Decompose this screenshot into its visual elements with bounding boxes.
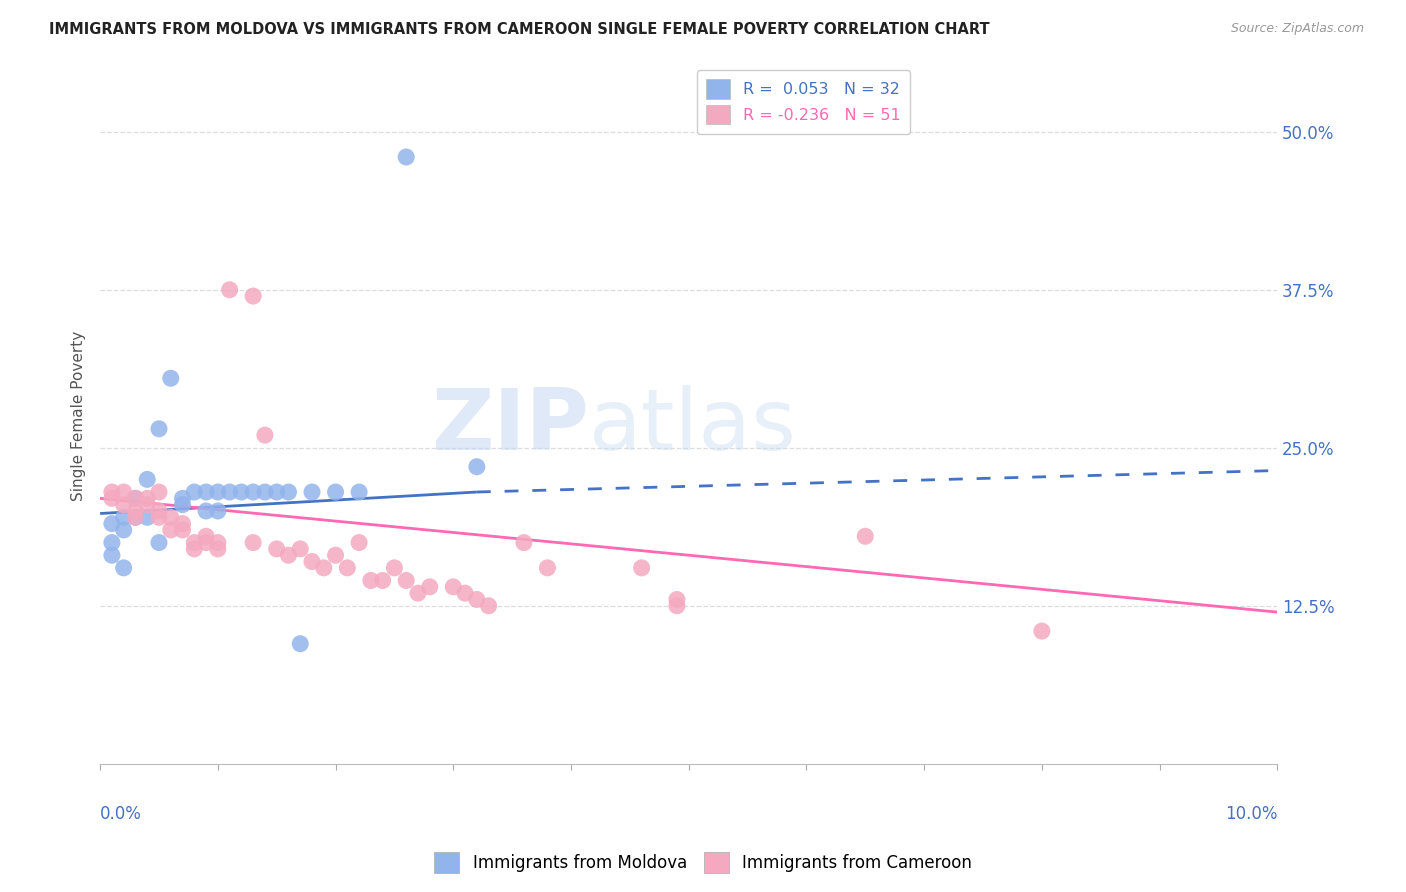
Point	[441, 580, 464, 594]
Point	[218, 283, 240, 297]
Point	[124, 504, 146, 518]
Point	[112, 485, 135, 500]
Point	[101, 491, 124, 506]
Point	[148, 510, 170, 524]
Point	[253, 428, 276, 442]
Point	[347, 535, 370, 549]
Point	[136, 491, 159, 506]
Point	[290, 637, 312, 651]
Point	[665, 592, 688, 607]
Point	[266, 485, 288, 500]
Point	[419, 580, 441, 594]
Point	[536, 561, 558, 575]
Point	[406, 586, 429, 600]
Point	[266, 541, 288, 556]
Point	[395, 574, 418, 588]
Point	[124, 491, 146, 506]
Point	[136, 510, 159, 524]
Point	[325, 548, 347, 562]
Point	[395, 150, 418, 164]
Point	[195, 535, 218, 549]
Legend: Immigrants from Moldova, Immigrants from Cameroon: Immigrants from Moldova, Immigrants from…	[427, 846, 979, 880]
Point	[195, 485, 218, 500]
Point	[148, 485, 170, 500]
Point	[101, 516, 124, 531]
Point	[136, 472, 159, 486]
Point	[207, 535, 229, 549]
Point	[630, 561, 652, 575]
Point	[172, 523, 194, 537]
Point	[465, 459, 488, 474]
Point	[101, 535, 124, 549]
Point	[148, 422, 170, 436]
Text: IMMIGRANTS FROM MOLDOVA VS IMMIGRANTS FROM CAMEROON SINGLE FEMALE POVERTY CORREL: IMMIGRANTS FROM MOLDOVA VS IMMIGRANTS FR…	[49, 22, 990, 37]
Point	[465, 592, 488, 607]
Y-axis label: Single Female Poverty: Single Female Poverty	[72, 331, 86, 501]
Point	[384, 561, 406, 575]
Point	[195, 504, 218, 518]
Point	[290, 541, 312, 556]
Point	[101, 485, 124, 500]
Text: 0.0%: 0.0%	[100, 805, 142, 823]
Point	[207, 504, 229, 518]
Point	[218, 485, 240, 500]
Point	[172, 516, 194, 531]
Point	[336, 561, 359, 575]
Text: 10.0%: 10.0%	[1225, 805, 1277, 823]
Point	[124, 510, 146, 524]
Point	[136, 498, 159, 512]
Point	[112, 561, 135, 575]
Point	[207, 485, 229, 500]
Point	[148, 504, 170, 518]
Point	[231, 485, 253, 500]
Point	[207, 541, 229, 556]
Point	[195, 529, 218, 543]
Point	[360, 574, 382, 588]
Point	[665, 599, 688, 613]
Point	[513, 535, 536, 549]
Legend: R =  0.053   N = 32, R = -0.236   N = 51: R = 0.053 N = 32, R = -0.236 N = 51	[696, 70, 910, 134]
Point	[242, 289, 264, 303]
Point	[183, 541, 205, 556]
Point	[172, 498, 194, 512]
Point	[242, 535, 264, 549]
Point	[253, 485, 276, 500]
Point	[183, 485, 205, 500]
Point	[112, 523, 135, 537]
Point	[112, 510, 135, 524]
Text: atlas: atlas	[589, 385, 797, 468]
Point	[159, 510, 181, 524]
Point	[148, 535, 170, 549]
Point	[159, 371, 181, 385]
Text: ZIP: ZIP	[430, 385, 589, 468]
Point	[1031, 624, 1053, 638]
Point	[159, 523, 181, 537]
Point	[172, 491, 194, 506]
Point	[124, 510, 146, 524]
Point	[301, 555, 323, 569]
Point	[277, 485, 299, 500]
Point	[371, 574, 394, 588]
Point	[101, 548, 124, 562]
Point	[325, 485, 347, 500]
Text: Source: ZipAtlas.com: Source: ZipAtlas.com	[1230, 22, 1364, 36]
Point	[112, 498, 135, 512]
Point	[454, 586, 477, 600]
Point	[301, 485, 323, 500]
Point	[183, 535, 205, 549]
Point	[478, 599, 501, 613]
Point	[277, 548, 299, 562]
Point	[853, 529, 876, 543]
Point	[242, 485, 264, 500]
Point	[347, 485, 370, 500]
Point	[312, 561, 335, 575]
Point	[124, 491, 146, 506]
